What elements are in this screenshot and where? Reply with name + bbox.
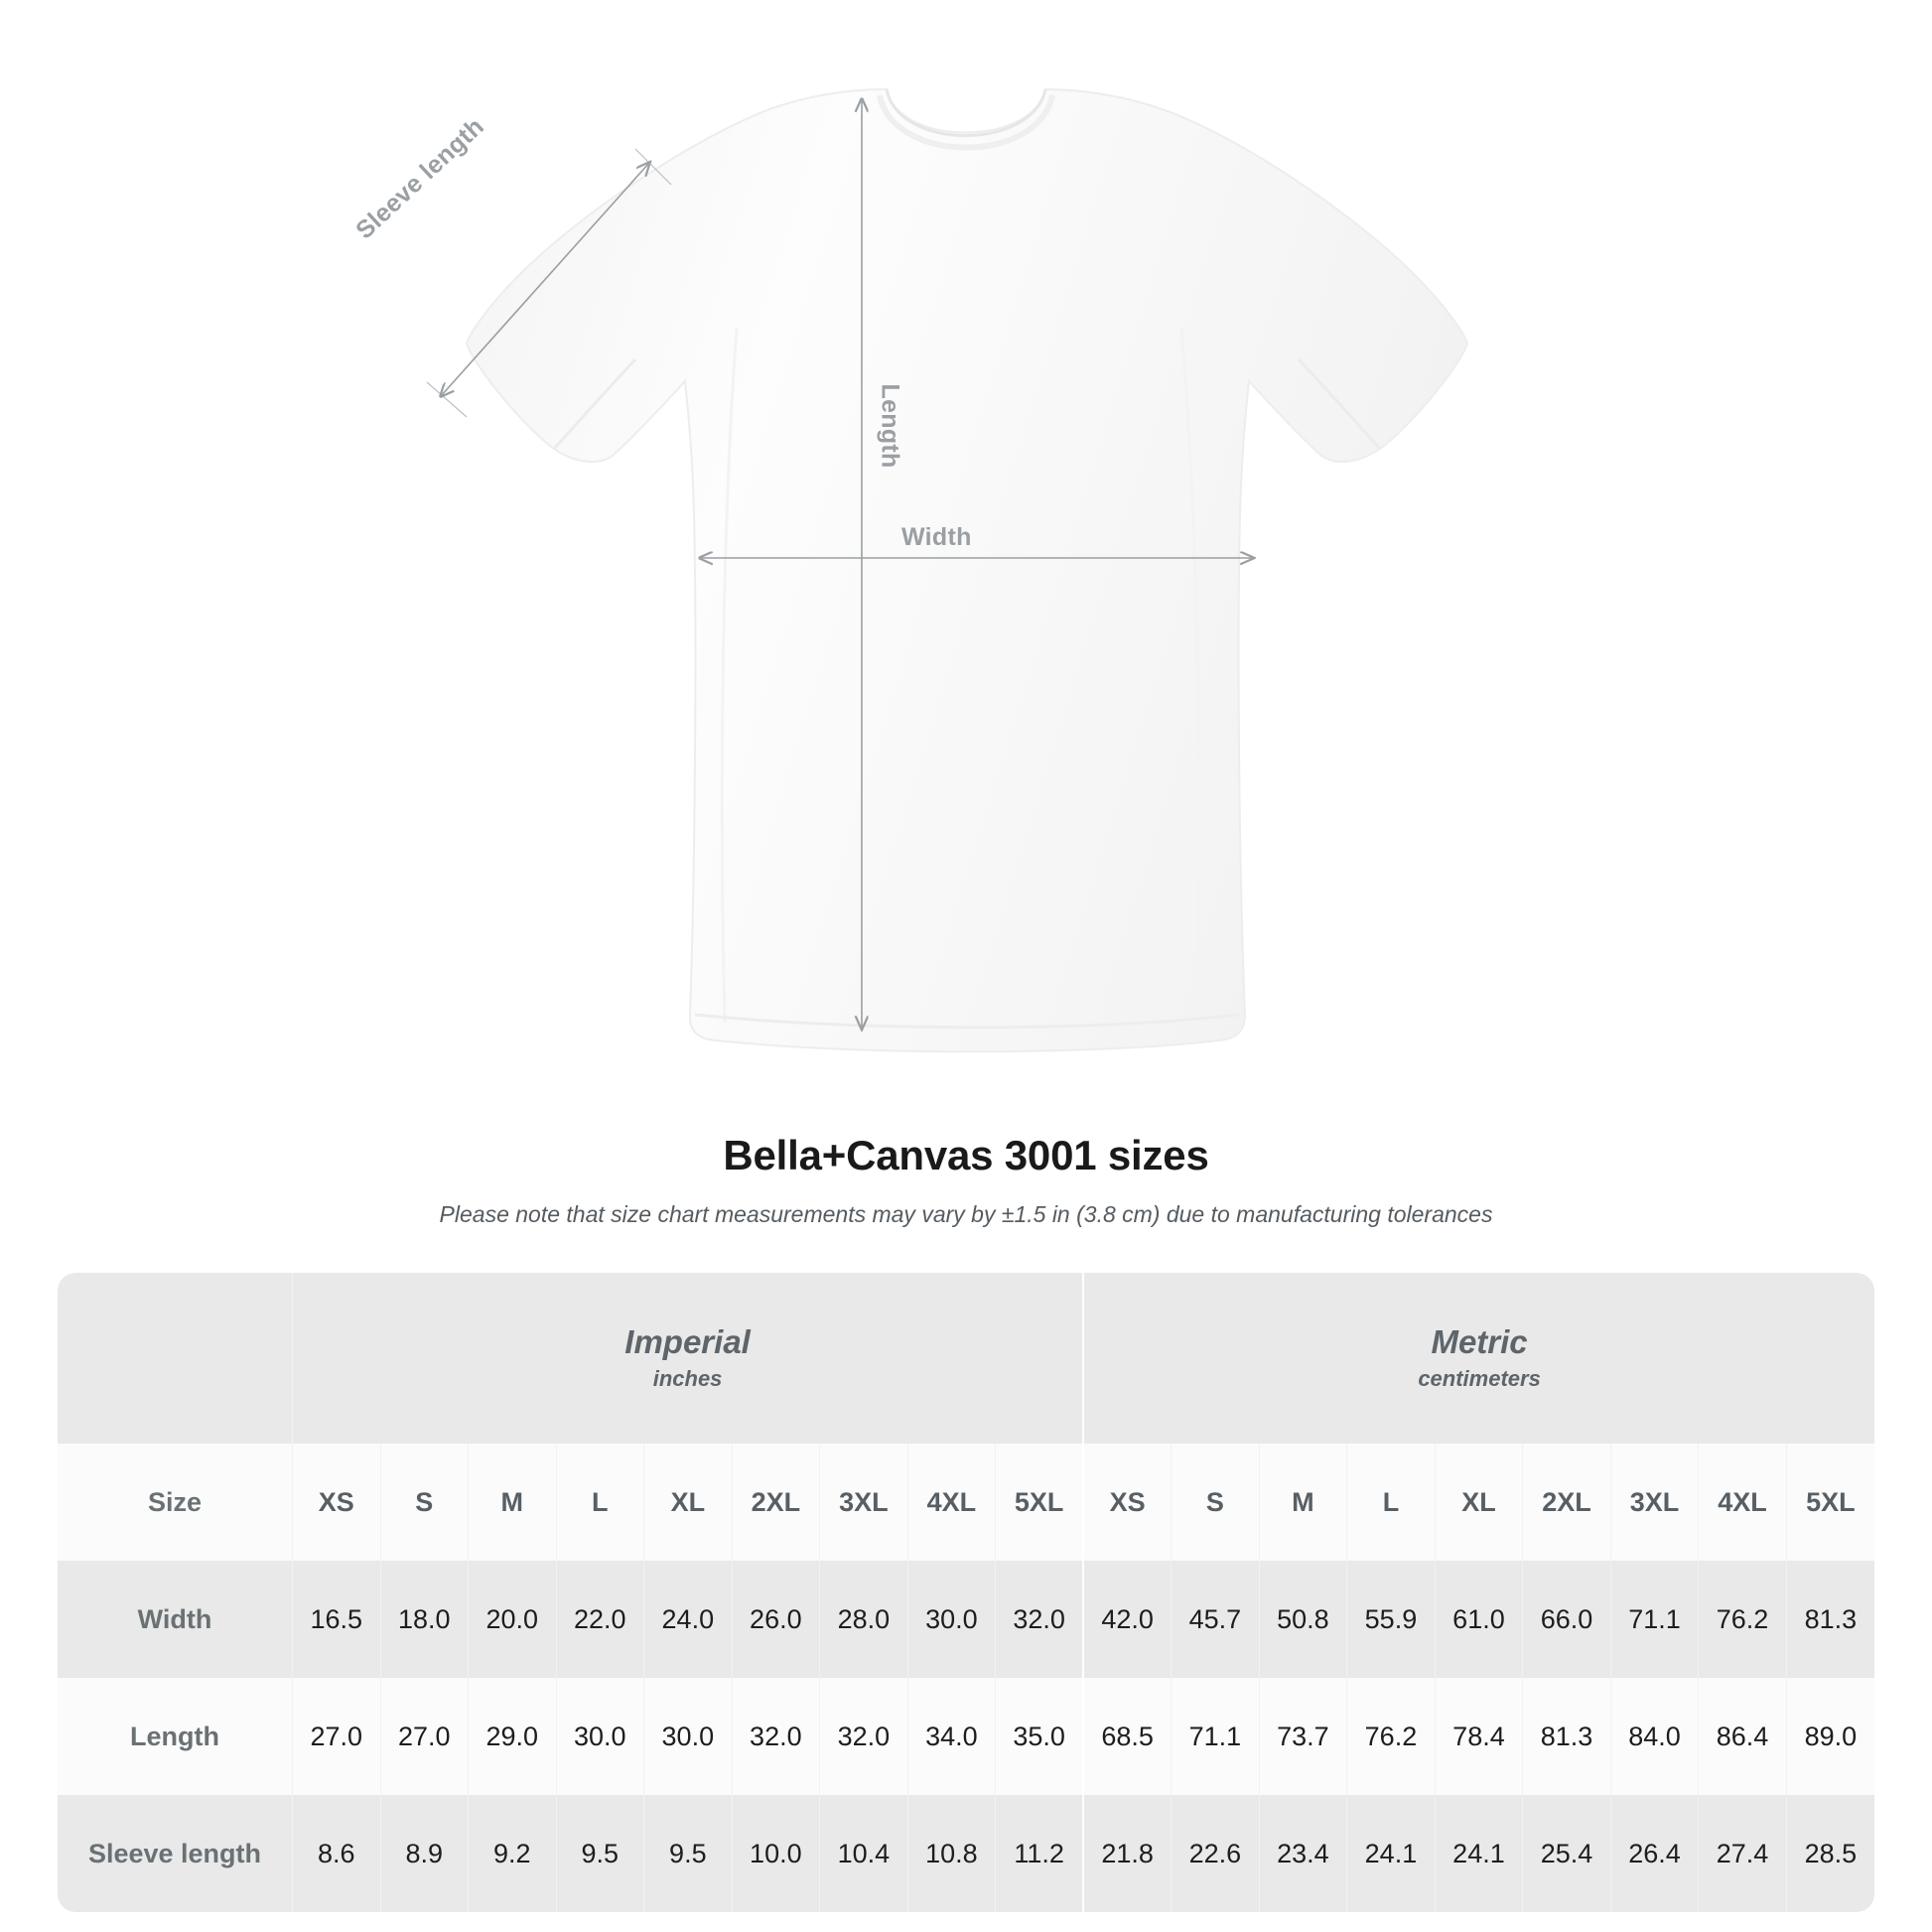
cell-length-metric-3xl: 84.0	[1609, 1678, 1699, 1795]
cell-length-metric-l: 76.2	[1346, 1678, 1436, 1795]
size-column-header-imperial-xl: XL	[643, 1444, 733, 1561]
row-label-size: Size	[58, 1444, 293, 1561]
cell-length-metric-2xl: 81.3	[1522, 1678, 1611, 1795]
cell-length-metric-5xl: 89.0	[1785, 1678, 1874, 1795]
cell-length-imperial-l: 30.0	[555, 1678, 644, 1795]
cell-sleeve-length-imperial-5xl: 11.2	[995, 1795, 1084, 1912]
size-chart-table-wrapper: Imperial inches Metric centimeters Size XS S M L…	[58, 1273, 1874, 1912]
cell-sleeve-length-metric-s: 22.6	[1171, 1795, 1260, 1912]
size-column-header-imperial-xs: XS	[292, 1444, 381, 1561]
cell-sleeve-length-imperial-xs: 8.6	[292, 1795, 381, 1912]
unit-system-header-metric: Metric centimeters	[1082, 1273, 1874, 1444]
size-column-header-imperial-l: L	[555, 1444, 644, 1561]
diagram-label-length: Length	[876, 383, 904, 469]
tshirt-illustration	[426, 87, 1469, 1053]
row-label-sleeve-length: Sleeve length	[58, 1795, 293, 1912]
size-column-header-imperial-s: S	[379, 1444, 469, 1561]
size-column-header-metric-xs: XS	[1082, 1444, 1172, 1561]
cell-sleeve-length-metric-3xl: 26.4	[1609, 1795, 1699, 1912]
cell-sleeve-length-imperial-s: 8.9	[379, 1795, 469, 1912]
cell-width-metric-m: 50.8	[1258, 1561, 1347, 1678]
cell-width-imperial-5xl: 32.0	[995, 1561, 1084, 1678]
table-row: Sleeve length 8.6 8.9 9.2 9.5 9.5 10.0 10.4 10.8…	[58, 1795, 1874, 1912]
title-block: Bella+Canvas 3001 sizes Please note that…	[0, 1132, 1932, 1228]
cell-width-imperial-4xl: 30.0	[906, 1561, 996, 1678]
table-header-units: Imperial inches Metric centimeters	[58, 1273, 1874, 1444]
cell-length-imperial-xs: 27.0	[292, 1678, 381, 1795]
cell-width-metric-4xl: 76.2	[1698, 1561, 1787, 1678]
cell-width-imperial-2xl: 26.0	[731, 1561, 820, 1678]
cell-width-metric-xs: 42.0	[1082, 1561, 1172, 1678]
cell-width-metric-5xl: 81.3	[1785, 1561, 1874, 1678]
size-column-header-metric-2xl: 2XL	[1522, 1444, 1611, 1561]
cell-sleeve-length-metric-2xl: 25.4	[1522, 1795, 1611, 1912]
diagram-label-width: Width	[901, 523, 972, 551]
measurement-guides	[426, 99, 1253, 1029]
unit-system-subtitle: inches	[652, 1366, 723, 1392]
cell-sleeve-length-imperial-2xl: 10.0	[731, 1795, 820, 1912]
size-column-header-metric-s: S	[1171, 1444, 1260, 1561]
size-column-header-imperial-m: M	[468, 1444, 557, 1561]
cell-length-metric-xs: 68.5	[1082, 1678, 1172, 1795]
table-header-sizes: Size XS S M L XL 2XL 3XL 4XL 5XL XS S M L XL 2XL 3XL 4XL 5…	[58, 1444, 1874, 1561]
cell-sleeve-length-imperial-4xl: 10.8	[906, 1795, 996, 1912]
cell-sleeve-length-metric-5xl: 28.5	[1785, 1795, 1874, 1912]
size-column-header-metric-5xl: 5XL	[1785, 1444, 1874, 1561]
cell-length-imperial-4xl: 34.0	[906, 1678, 996, 1795]
table-row: Length 27.0 27.0 29.0 30.0 30.0 32.0 32.0 34.0 35…	[58, 1678, 1874, 1795]
cell-sleeve-length-metric-xl: 24.1	[1434, 1795, 1523, 1912]
cell-width-imperial-s: 18.0	[379, 1561, 469, 1678]
cell-sleeve-length-metric-m: 23.4	[1258, 1795, 1347, 1912]
cell-width-metric-3xl: 71.1	[1609, 1561, 1699, 1678]
size-column-header-imperial-3xl: 3XL	[819, 1444, 908, 1561]
cell-sleeve-length-metric-l: 24.1	[1346, 1795, 1436, 1912]
size-column-header-metric-m: M	[1258, 1444, 1347, 1561]
cell-width-imperial-xs: 16.5	[292, 1561, 381, 1678]
cell-length-imperial-3xl: 32.0	[819, 1678, 908, 1795]
cell-length-imperial-2xl: 32.0	[731, 1678, 820, 1795]
cell-width-metric-xl: 61.0	[1434, 1561, 1523, 1678]
size-column-header-imperial-4xl: 4XL	[906, 1444, 996, 1561]
cell-width-imperial-m: 20.0	[468, 1561, 557, 1678]
cell-length-imperial-5xl: 35.0	[995, 1678, 1084, 1795]
unit-system-name: Imperial	[624, 1322, 751, 1360]
size-column-header-metric-4xl: 4XL	[1698, 1444, 1787, 1561]
cell-length-metric-4xl: 86.4	[1698, 1678, 1787, 1795]
cell-width-metric-l: 55.9	[1346, 1561, 1436, 1678]
page-title: Bella+Canvas 3001 sizes	[723, 1132, 1209, 1178]
cell-sleeve-length-imperial-xl: 9.5	[643, 1795, 733, 1912]
table-row: Width 16.5 18.0 20.0 22.0 24.0 26.0 28.0 30.0 32.…	[58, 1561, 1874, 1678]
row-label-length: Length	[58, 1678, 293, 1795]
tshirt-diagram: Sleeve length Length Width	[350, 87, 1469, 1053]
cell-length-imperial-m: 29.0	[468, 1678, 557, 1795]
size-column-header-imperial-2xl: 2XL	[731, 1444, 820, 1561]
size-column-header-metric-l: L	[1346, 1444, 1436, 1561]
cell-sleeve-length-metric-xs: 21.8	[1082, 1795, 1172, 1912]
shirt-shape	[465, 87, 1469, 1053]
unit-system-header-imperial: Imperial inches	[292, 1273, 1084, 1444]
cell-length-metric-m: 73.7	[1258, 1678, 1347, 1795]
cell-width-metric-s: 45.7	[1171, 1561, 1260, 1678]
cell-width-imperial-xl: 24.0	[643, 1561, 733, 1678]
size-column-header-metric-3xl: 3XL	[1609, 1444, 1699, 1561]
size-chart-table: Imperial inches Metric centimeters Size XS S M L…	[58, 1273, 1874, 1912]
cell-sleeve-length-imperial-m: 9.2	[468, 1795, 557, 1912]
cell-length-imperial-xl: 30.0	[643, 1678, 733, 1795]
cell-sleeve-length-imperial-3xl: 10.4	[819, 1795, 908, 1912]
cell-length-imperial-s: 27.0	[379, 1678, 469, 1795]
size-column-header-metric-xl: XL	[1434, 1444, 1523, 1561]
cell-sleeve-length-metric-4xl: 27.4	[1698, 1795, 1787, 1912]
units-row-spacer	[58, 1273, 293, 1444]
cell-width-metric-2xl: 66.0	[1522, 1561, 1611, 1678]
cell-length-metric-s: 71.1	[1171, 1678, 1260, 1795]
size-column-header-imperial-5xl: 5XL	[995, 1444, 1084, 1561]
row-label-width: Width	[58, 1561, 293, 1678]
unit-system-subtitle: centimeters	[1418, 1366, 1541, 1392]
unit-system-name: Metric	[1431, 1322, 1528, 1360]
cell-sleeve-length-imperial-l: 9.5	[555, 1795, 644, 1912]
cell-length-metric-xl: 78.4	[1434, 1678, 1523, 1795]
page-subtitle: Please note that size chart measurements…	[439, 1201, 1493, 1227]
cell-width-imperial-l: 22.0	[555, 1561, 644, 1678]
cell-width-imperial-3xl: 28.0	[819, 1561, 908, 1678]
